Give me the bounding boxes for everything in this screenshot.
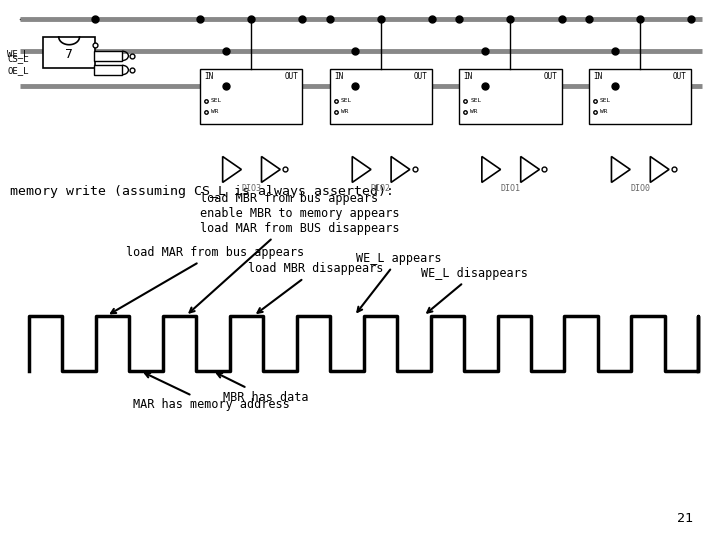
Text: 7: 7 <box>65 48 73 60</box>
Text: SEL: SEL <box>470 98 482 103</box>
Text: WR: WR <box>341 109 348 114</box>
Text: OUT: OUT <box>414 72 428 81</box>
Bar <box>459 69 562 124</box>
Text: IN: IN <box>464 72 473 81</box>
Text: 21: 21 <box>677 512 693 525</box>
Bar <box>589 69 691 124</box>
Text: OUT: OUT <box>544 72 557 81</box>
Bar <box>43 37 95 68</box>
Text: MAR has memory address: MAR has memory address <box>133 373 290 411</box>
Polygon shape <box>521 157 539 183</box>
Polygon shape <box>650 157 669 183</box>
Bar <box>200 69 302 124</box>
Polygon shape <box>611 157 630 183</box>
Text: SEL: SEL <box>341 98 352 103</box>
Bar <box>330 69 432 124</box>
Text: DIO0: DIO0 <box>630 184 650 193</box>
Text: WE_L disappears: WE_L disappears <box>421 267 528 313</box>
Text: IN: IN <box>593 72 603 81</box>
Text: IN: IN <box>334 72 343 81</box>
Text: WR: WR <box>470 109 477 114</box>
Text: DIO1: DIO1 <box>500 184 521 193</box>
Text: load MBR disappears: load MBR disappears <box>248 262 384 313</box>
Text: load MAR from bus appears: load MAR from bus appears <box>111 246 304 313</box>
Polygon shape <box>222 157 241 183</box>
Text: WE_L appears: WE_L appears <box>356 252 442 312</box>
Polygon shape <box>352 157 371 183</box>
Text: WE_L: WE_L <box>7 49 29 58</box>
Text: SEL: SEL <box>600 98 611 103</box>
Text: MBR has data: MBR has data <box>217 373 309 404</box>
Bar <box>94 51 122 60</box>
Text: WR: WR <box>600 109 607 114</box>
Text: CS_L: CS_L <box>7 53 29 63</box>
Text: DIO3: DIO3 <box>241 184 261 193</box>
Text: SEL: SEL <box>211 98 222 103</box>
Text: IN: IN <box>204 72 214 81</box>
Bar <box>94 65 122 75</box>
Text: load MBR from bus appears
enable MBR to memory appears
load MAR from BUS disappe: load MBR from bus appears enable MBR to … <box>189 192 400 313</box>
Text: WR: WR <box>211 109 218 114</box>
Text: DIO2: DIO2 <box>371 184 391 193</box>
Text: OE_L: OE_L <box>7 66 29 75</box>
Polygon shape <box>391 157 410 183</box>
Polygon shape <box>482 157 500 183</box>
Text: OUT: OUT <box>284 72 298 81</box>
Text: memory write (assuming CS_L is always asserted):: memory write (assuming CS_L is always as… <box>10 185 394 198</box>
Polygon shape <box>261 157 280 183</box>
Text: OUT: OUT <box>673 72 687 81</box>
